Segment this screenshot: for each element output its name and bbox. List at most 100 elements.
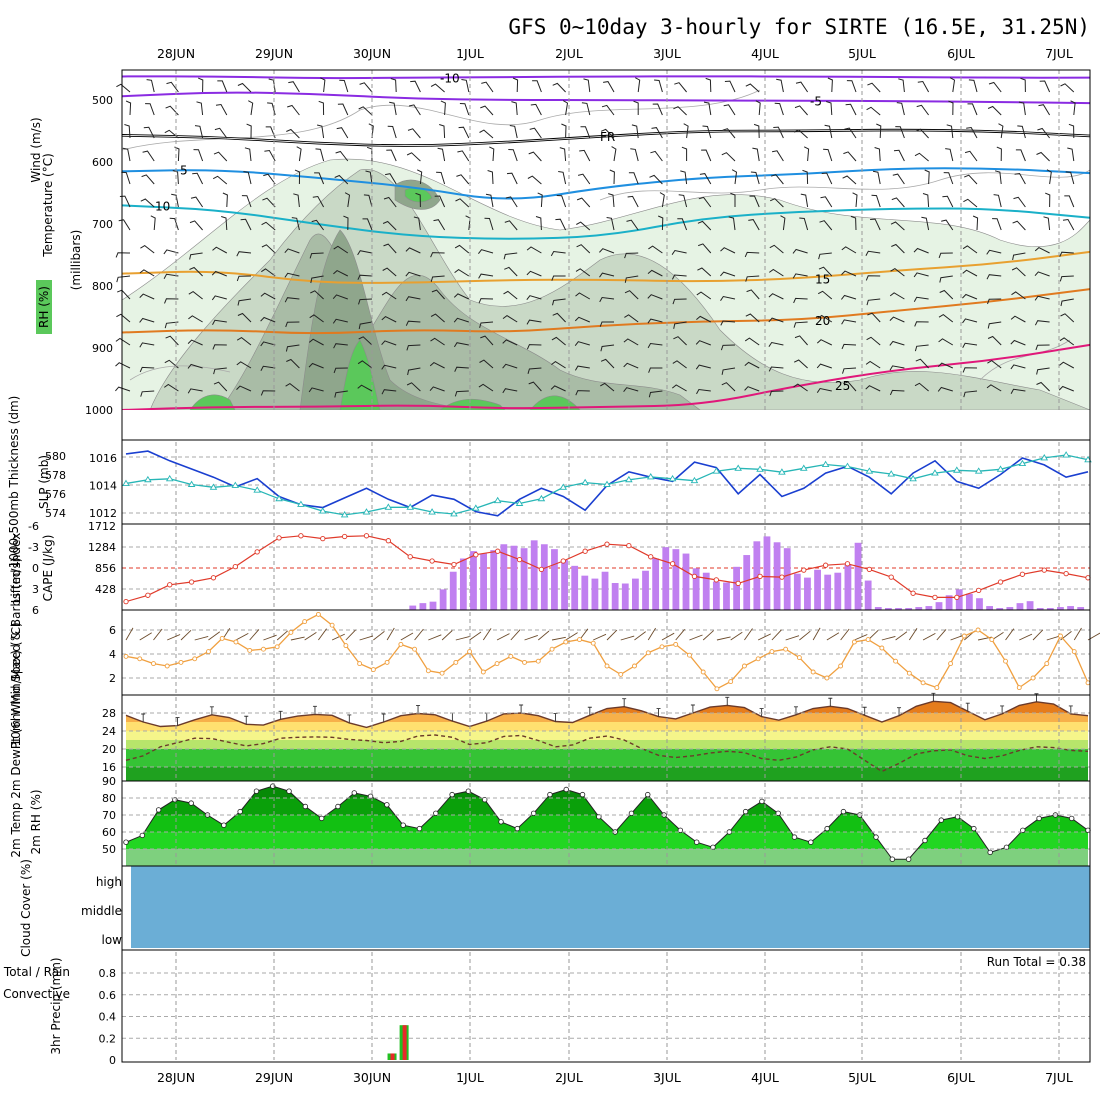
wind-barb bbox=[768, 366, 784, 372]
rh-point bbox=[547, 791, 553, 798]
cape-bar bbox=[905, 608, 913, 610]
wind-barb bbox=[314, 172, 325, 185]
wind-barb bbox=[1034, 320, 1050, 326]
surface-wind-barb bbox=[1019, 633, 1033, 641]
wind-point bbox=[329, 622, 335, 628]
wind-barb bbox=[293, 193, 300, 208]
surface-wind-barb bbox=[950, 634, 964, 641]
wind-barb bbox=[816, 387, 832, 393]
wind-barb bbox=[390, 78, 397, 93]
wind-barb bbox=[308, 362, 324, 369]
cape-bar bbox=[763, 536, 771, 610]
wind-barb bbox=[962, 269, 978, 277]
surface-wind-barb bbox=[895, 631, 908, 641]
thickness-point bbox=[340, 511, 349, 518]
wind-barb bbox=[576, 244, 591, 254]
wind-barb bbox=[285, 321, 300, 328]
wind-barb bbox=[609, 169, 615, 185]
wind-barb bbox=[673, 336, 687, 346]
wind-point bbox=[494, 661, 500, 667]
wind-barb bbox=[703, 101, 712, 116]
wind-barb bbox=[580, 126, 591, 139]
wind-barb bbox=[1060, 298, 1074, 307]
surface-wind-barb bbox=[881, 635, 896, 641]
rh-point bbox=[302, 803, 309, 810]
cloud-level-high: high bbox=[96, 875, 122, 889]
rh-line bbox=[125, 785, 1089, 860]
wind-barb bbox=[169, 217, 179, 231]
wind-barb bbox=[261, 268, 276, 277]
wind-barb bbox=[555, 218, 567, 231]
wind-barb bbox=[794, 335, 808, 346]
isotherm--10 bbox=[121, 75, 1091, 80]
wind-barb bbox=[164, 359, 179, 369]
wind-point bbox=[673, 641, 679, 647]
wind-barb bbox=[753, 123, 760, 139]
temp-minmax-bar bbox=[656, 708, 661, 717]
precip-convective-bar bbox=[402, 1025, 407, 1060]
cape-bar bbox=[834, 572, 842, 610]
rh-point bbox=[922, 837, 928, 844]
li-point bbox=[910, 590, 916, 596]
wind-barb bbox=[164, 129, 179, 139]
wind-barb bbox=[842, 175, 857, 185]
wind-barb bbox=[628, 172, 639, 185]
wind-barb bbox=[678, 194, 688, 208]
wind-barb bbox=[724, 80, 736, 93]
wind-point bbox=[219, 635, 225, 641]
thickness-point bbox=[144, 475, 152, 483]
wind-barb bbox=[163, 249, 179, 255]
wind-barb bbox=[841, 294, 857, 300]
cape-bar bbox=[996, 608, 1004, 610]
wind-barb bbox=[624, 275, 639, 283]
wind-point bbox=[590, 640, 596, 646]
wind-barb bbox=[359, 82, 373, 93]
wind-barb bbox=[793, 321, 808, 328]
wind-barb bbox=[437, 147, 446, 162]
li-point bbox=[167, 582, 173, 588]
temp-minmax-bar bbox=[416, 705, 421, 714]
cape-bar bbox=[702, 572, 710, 610]
cape-bar bbox=[459, 558, 467, 610]
wind-barb bbox=[648, 390, 663, 398]
cape-bar bbox=[621, 583, 629, 610]
wind-barb bbox=[841, 343, 857, 350]
wind-barb bbox=[212, 175, 228, 185]
thickness-point bbox=[974, 467, 983, 474]
wind-barb bbox=[320, 77, 326, 93]
wind-barb bbox=[720, 247, 736, 254]
wind-barb bbox=[1059, 337, 1075, 346]
wind-barb bbox=[962, 293, 978, 300]
wind-barb bbox=[1060, 313, 1075, 323]
precip-tick-0.6: 0.6 bbox=[99, 989, 117, 1002]
wind-barb bbox=[405, 296, 421, 302]
wind-barb bbox=[889, 292, 905, 300]
wind-barb bbox=[187, 339, 203, 346]
rh-point bbox=[1003, 844, 1010, 850]
date-label-top-30JUN: 30JUN bbox=[353, 46, 391, 61]
temp-minmax-bar bbox=[862, 706, 867, 716]
wind-barb bbox=[217, 80, 228, 93]
wind-barb bbox=[943, 172, 954, 185]
wind-point bbox=[274, 644, 280, 650]
wind-barb bbox=[284, 248, 300, 254]
wind-barb bbox=[381, 340, 397, 346]
wind-barb bbox=[962, 342, 978, 348]
surface-wind-barb bbox=[922, 633, 936, 641]
thickness-point bbox=[362, 508, 371, 515]
wind-barb bbox=[914, 152, 929, 162]
wind-barb bbox=[581, 102, 591, 116]
wind-barb bbox=[189, 220, 203, 231]
wind-barb bbox=[125, 100, 132, 116]
wind-barb bbox=[503, 290, 518, 300]
rh-point bbox=[579, 791, 586, 798]
wind-point bbox=[618, 671, 624, 677]
wind-barb bbox=[526, 295, 542, 301]
wind-barb bbox=[866, 298, 881, 306]
precip-tick-0.4: 0.4 bbox=[99, 1011, 117, 1024]
cape-bar bbox=[530, 540, 538, 610]
wind-barb bbox=[744, 386, 760, 392]
li-point bbox=[429, 558, 435, 564]
wind-barb bbox=[116, 83, 131, 93]
surface-wind-barb bbox=[249, 629, 260, 641]
